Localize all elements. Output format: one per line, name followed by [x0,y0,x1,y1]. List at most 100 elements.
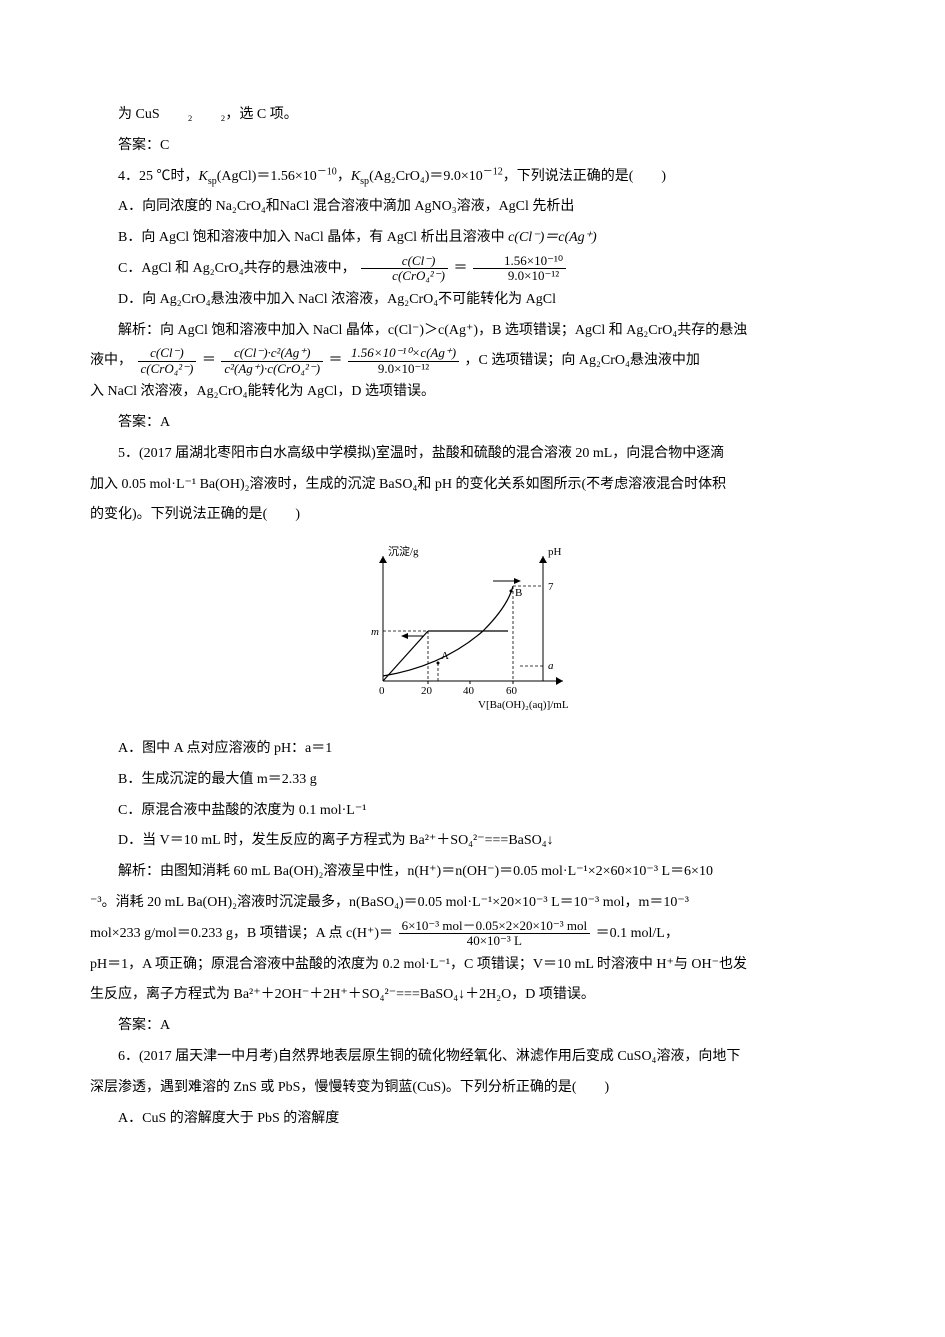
denominator: c(CrO₄²⁻) [361,269,448,283]
numerator: c(Cl⁻) [138,346,197,361]
xtick-0: 0 [379,685,385,697]
text: 液中， [90,353,132,368]
text: D．向 Ag₂CrO₄悬浊液中加入 NaCl 浓溶液，Ag₂CrO₄不可能转化为… [118,292,556,307]
q4-option-a: A．向同浓度的 Na₂CrO₄和NaCl 混合溶液中滴加 AgNO₃溶液，AgC… [90,192,855,223]
answer-4: 答案：A [90,408,855,439]
point-a-label: A [441,650,449,662]
equals: ＝ [329,353,343,368]
numerator: 1.56×10⁻¹⁰ [473,254,566,269]
text: 4．25 ℃时， [118,169,199,184]
equals: ＝ [454,261,468,276]
fraction: 1.56×10⁻¹⁰ 9.0×10⁻¹² [473,254,566,284]
q4-option-d: D．向 Ag₂CrO₄悬浊液中加入 NaCl 浓溶液，Ag₂CrO₄不可能转化为… [90,285,855,316]
text: 解析：由图知消耗 60 mL Ba(OH)₂溶液呈中性，n(H⁺)＝n(OH⁻)… [118,864,713,879]
text: A．CuS 的溶解度大于 PbS 的溶解度 [118,1111,339,1126]
text: ＝0.1 mol/L， [596,926,679,941]
answer-label: 答案： [118,415,160,430]
ksp: K [199,169,208,184]
text: A．图中 A 点对应溶液的 pH：a＝1 [118,741,332,756]
q5-explanation-5: 生反应，离子方程式为 Ba²⁺＋2OH⁻＋2H⁺＋SO₄²⁻===BaSO₄↓＋… [90,980,855,1011]
denominator: 40×10⁻³ L [399,934,591,948]
text: ，C 选项错误；向 Ag₂CrO₄悬浊液中加 [465,353,700,368]
denominator: c(CrO₄²⁻) [138,362,197,376]
seven-label: 7 [548,581,554,593]
question-6-stem-1: 6．(2017 届天津一中月考)自然界地表层原生铜的硫化物经氧化、淋滤作用后变成… [90,1042,855,1073]
text: B．生成沉淀的最大值 m＝2.33 g [118,772,317,787]
question-4-stem: 4．25 ℃时，Ksp(AgCl)＝1.56×10－10，Ksp(Ag₂CrO₄… [90,162,855,193]
x-axis-label: V[Ba(OH)₂(aq)]/mL [478,699,569,711]
answer-value: C [160,138,169,153]
y-left-label: 沉淀/g [388,544,419,558]
question-5-stem-3: 的变化)。下列说法正确的是( ) [90,500,855,531]
answer-value: A [160,415,170,430]
sub: sp [208,175,217,186]
q5-explanation-1: 解析：由图知消耗 60 mL Ba(OH)₂溶液呈中性，n(H⁺)＝n(OH⁻)… [90,857,855,888]
numerator: 1.56×10⁻¹⁰×c(Ag⁺) [348,346,459,361]
q4-explanation-3: 入 NaCl 浓溶液，Ag₂CrO₄能转化为 AgCl，D 选项错误。 [90,377,855,408]
numerator: c(Cl⁻)·c²(Ag⁺) [221,346,323,361]
text: mol×233 g/mol＝0.233 g，B 项错误；A 点 c(H⁺)＝ [90,926,393,941]
m-label: m [371,626,379,638]
denominator: c²(Ag⁺)·c(CrO₄²⁻) [221,362,323,376]
q5-explanation-2: ⁻³。消耗 20 mL Ba(OH)₂溶液时沉淀最多，n(BaSO₄)＝0.05… [90,888,855,919]
text: C．原混合液中盐酸的浓度为 0.1 mol·L⁻¹ [118,803,366,818]
answer-value: A [160,1018,170,1033]
text: (Ag₂CrO₄)＝9.0×10 [369,169,483,184]
text: C．AgCl 和 Ag₂CrO₄共存的悬浊液中， [118,261,356,276]
text: 6．(2017 届天津一中月考)自然界地表层原生铜的硫化物经氧化、淋滤作用后变成… [118,1049,740,1064]
text: 的变化)。下列说法正确的是( ) [90,507,300,522]
text: A．向同浓度的 Na₂CrO₄和NaCl 混合溶液中滴加 AgNO₃溶液，AgC… [118,199,574,214]
fraction: 6×10⁻³ mol－0.05×2×20×10⁻³ mol 40×10⁻³ L [399,919,591,949]
sub: sp [360,175,369,186]
denominator: 9.0×10⁻¹² [473,269,566,283]
numerator: c(Cl⁻) [361,254,448,269]
q4-option-c: C．AgCl 和 Ag₂CrO₄共存的悬浊液中， c(Cl⁻) c(CrO₄²⁻… [90,254,855,285]
answer-label: 答案： [118,138,160,153]
equals: ＝ [202,353,216,368]
xtick-40: 40 [463,685,475,697]
fraction: 1.56×10⁻¹⁰×c(Ag⁺) 9.0×10⁻¹² [348,346,459,376]
q4-option-b: B．向 AgCl 饱和溶液中加入 NaCl 晶体，有 AgCl 析出且溶液中 c… [90,223,855,254]
xtick-60: 60 [506,685,518,697]
document-page: 为 CuS ₂ ₂，选 C 项。 答案：C 4．25 ℃时，Ksp(AgCl)＝… [0,0,945,1194]
text: (AgCl)＝1.56×10 [217,169,317,184]
q5-option-c: C．原混合液中盐酸的浓度为 0.1 mol·L⁻¹ [90,796,855,827]
text: 加入 0.05 mol·L⁻¹ Ba(OH)₂溶液时，生成的沉淀 BaSO₄和 … [90,477,726,492]
text: pH＝1，A 项正确；原混合溶液中盐酸的浓度为 0.2 mol·L⁻¹，C 项错… [90,957,747,972]
q5-option-b: B．生成沉淀的最大值 m＝2.33 g [90,765,855,796]
fraction: c(Cl⁻)·c²(Ag⁺) c²(Ag⁺)·c(CrO₄²⁻) [221,346,323,376]
answer-5: 答案：A [90,1011,855,1042]
point-b-label: B [515,587,522,599]
question-6-stem-2: 深层渗透，遇到难溶的 ZnS 或 PbS，慢慢转变为铜蓝(CuS)。下列分析正确… [90,1073,855,1104]
q5-explanation-4: pH＝1，A 项正确；原混合溶液中盐酸的浓度为 0.2 mol·L⁻¹，C 项错… [90,950,855,981]
question-5-stem-1: 5．(2017 届湖北枣阳市白水高级中学模拟)室温时，盐酸和硫酸的混合溶液 20… [90,439,855,470]
q5-option-d: D．当 V＝10 mL 时，发生反应的离子方程式为 Ba²⁺＋SO₄²⁻===B… [90,826,855,857]
text: 入 NaCl 浓溶液，Ag₂CrO₄能转化为 AgCl，D 选项错误。 [90,384,435,399]
q6-option-a: A．CuS 的溶解度大于 PbS 的溶解度 [90,1104,855,1135]
text: B．向 AgCl 饱和溶液中加入 NaCl 晶体，有 AgCl 析出且溶液中 [118,230,508,245]
text: ，下列说法正确的是( ) [503,169,666,184]
answer-3: 答案：C [90,131,855,162]
text: c(Cl⁻)＝c(Ag⁺) [508,230,597,245]
numerator: 6×10⁻³ mol－0.05×2×20×10⁻³ mol [399,919,591,934]
text: D．当 V＝10 mL 时，发生反应的离子方程式为 Ba²⁺＋SO₄²⁻===B… [118,833,554,848]
chart-svg: 沉淀/g pH A B m 7 a 0 20 40 [343,541,603,711]
text: 5．(2017 届湖北枣阳市白水高级中学模拟)室温时，盐酸和硫酸的混合溶液 20… [118,446,724,461]
q5-chart: 沉淀/g pH A B m 7 a 0 20 40 [90,541,855,724]
q4-explanation-2: 液中， c(Cl⁻) c(CrO₄²⁻) ＝ c(Cl⁻)·c²(Ag⁺) c²… [90,346,855,377]
denominator: 9.0×10⁻¹² [348,362,459,376]
text: 解析：向 AgCl 饱和溶液中加入 NaCl 晶体，c(Cl⁻)＞c(Ag⁺)，… [118,323,747,338]
q5-explanation-3: mol×233 g/mol＝0.233 g，B 项错误；A 点 c(H⁺)＝ 6… [90,919,855,950]
q4-explanation-1: 解析：向 AgCl 饱和溶液中加入 NaCl 晶体，c(Cl⁻)＞c(Ag⁺)，… [90,316,855,347]
continuation-text: 为 CuS ₂ ₂，选 C 项。 [90,100,855,131]
text: 为 CuS ₂ ₂，选 C 项。 [118,107,298,122]
sup: －10 [317,166,337,177]
sup: －12 [483,166,503,177]
text: 生反应，离子方程式为 Ba²⁺＋2OH⁻＋2H⁺＋SO₄²⁻===BaSO₄↓＋… [90,987,595,1002]
y-right-label: pH [548,546,562,558]
fraction: c(Cl⁻) c(CrO₄²⁻) [138,346,197,376]
text: ， [337,169,351,184]
text: ⁻³。消耗 20 mL Ba(OH)₂溶液时沉淀最多，n(BaSO₄)＝0.05… [90,895,689,910]
answer-label: 答案： [118,1018,160,1033]
ksp: K [351,169,360,184]
